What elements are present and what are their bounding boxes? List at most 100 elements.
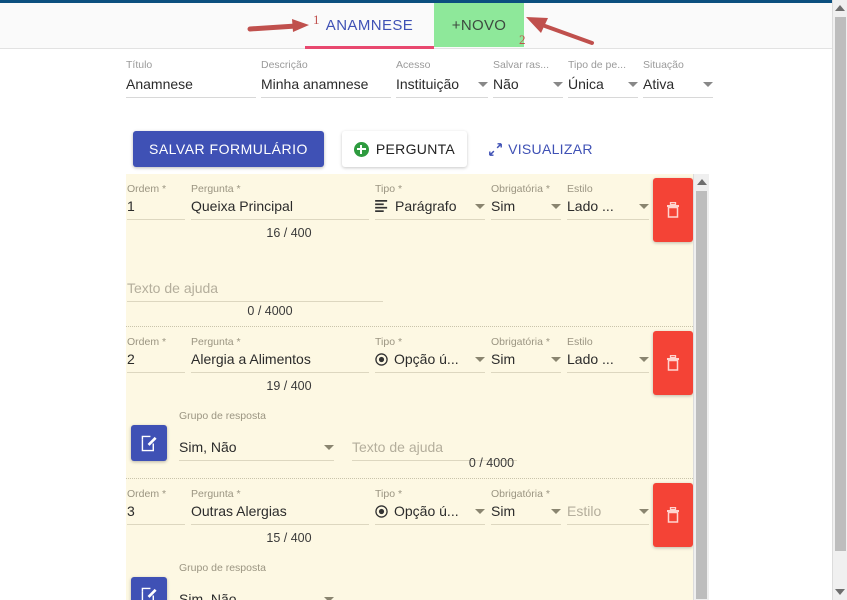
- question-3-delete-button[interactable]: [653, 483, 693, 547]
- field-situacao-label: Situação: [643, 59, 684, 71]
- question-row: Ordem * 1 Pergunta * Queixa Principal: [126, 174, 693, 327]
- question-3-grupo-resposta-value: Sim, Não: [179, 591, 237, 600]
- tab-anamnese-label: ANAMNESE: [325, 17, 414, 34]
- question-3-pergunta-value: Outras Alergias: [191, 503, 287, 519]
- question-2-tipo-select[interactable]: Opção ú...: [375, 349, 485, 373]
- field-salvar-rascunho-label: Salvar ras...: [493, 59, 550, 71]
- field-titulo: Título Anamnese: [126, 58, 256, 98]
- pergunta-label: Pergunta *: [191, 336, 241, 348]
- question-2-pergunta-group: Pergunta * Alergia a Alimentos: [191, 336, 369, 373]
- question-1-delete-button[interactable]: [653, 178, 693, 242]
- triangle-down-icon: [835, 589, 845, 595]
- question-1-pergunta-input[interactable]: Queixa Principal: [191, 196, 369, 220]
- question-3-ordem-input[interactable]: 3: [127, 501, 185, 525]
- triangle-up-icon: [835, 5, 845, 11]
- grupo-resposta-label: Grupo de resposta: [179, 562, 266, 574]
- field-descricao-label: Descrição: [261, 59, 308, 71]
- question-2-ordem-value: 2: [127, 351, 135, 367]
- page-scroll-up-arrow[interactable]: [833, 0, 847, 16]
- question-2-grupo-resposta-select[interactable]: Sim, Não: [179, 437, 334, 461]
- question-2-delete-button[interactable]: [653, 331, 693, 395]
- questions-scroll-thumb[interactable]: [696, 191, 707, 599]
- acesso-select[interactable]: Instituição: [396, 74, 488, 98]
- question-3-pergunta-input[interactable]: Outras Alergias: [191, 501, 369, 525]
- question-2-ordem-group: Ordem * 2: [127, 336, 185, 373]
- question-1-ordem-input[interactable]: 1: [127, 196, 185, 220]
- page-content: Título Anamnese Descrição Minha anamnese…: [0, 49, 833, 600]
- question-3-estilo-group: Estilo: [567, 488, 649, 525]
- chevron-down-icon: [703, 81, 713, 87]
- question-1-obrigatoria-select[interactable]: Sim: [491, 196, 561, 220]
- radio-button-icon: [375, 352, 388, 366]
- titulo-input[interactable]: Anamnese: [126, 74, 256, 98]
- question-2-ordem-input[interactable]: 2: [127, 349, 185, 373]
- question-1-estilo-group: Estilo Lado ...: [567, 183, 649, 220]
- question-1-help-counter: 0 / 4000: [247, 304, 293, 318]
- preview-label: VISUALIZAR: [508, 141, 593, 157]
- question-1-estilo-select[interactable]: Lado ...: [567, 196, 649, 220]
- tipo-pergunta-select[interactable]: Única: [568, 74, 638, 98]
- preview-button[interactable]: VISUALIZAR: [489, 141, 593, 157]
- question-1-ordem-group: Ordem * 1: [127, 183, 185, 220]
- question-1-pergunta-counter: 16 / 400: [266, 226, 312, 240]
- page-scroll-thumb[interactable]: [835, 17, 846, 551]
- situacao-select[interactable]: Ativa: [643, 74, 713, 98]
- descricao-value: Minha anamnese: [261, 76, 369, 92]
- add-question-button[interactable]: PERGUNTA: [341, 131, 468, 167]
- pergunta-label: Pergunta *: [191, 488, 241, 500]
- question-2-help-input[interactable]: Texto de ajuda: [352, 437, 517, 461]
- question-2-pergunta-input[interactable]: Alergia a Alimentos: [191, 349, 369, 373]
- question-2-estilo-select[interactable]: Lado ...: [567, 349, 649, 373]
- ordem-label: Ordem *: [127, 488, 167, 500]
- add-question-label: PERGUNTA: [375, 141, 456, 157]
- question-3-tipo-group: Tipo * Opção ú...: [375, 488, 485, 525]
- questions-list: Ordem * 1 Pergunta * Queixa Principal: [126, 174, 693, 600]
- question-3-grupo-resposta-select[interactable]: Sim, Não: [179, 589, 334, 600]
- save-form-button[interactable]: SALVAR FORMULÁRIO: [133, 131, 324, 167]
- chevron-down-icon: [324, 444, 334, 450]
- question-2-tipo-group: Tipo * Opção ú...: [375, 336, 485, 373]
- question-2-edit-group-button[interactable]: [131, 425, 167, 461]
- trash-icon: [667, 355, 679, 371]
- question-1-help-placeholder: Texto de ajuda: [127, 280, 219, 296]
- tipo-pergunta-value: Única: [568, 76, 604, 92]
- question-1-pergunta-group: Pergunta * Queixa Principal: [191, 183, 369, 220]
- tipo-label: Tipo *: [375, 488, 403, 500]
- question-1-tipo-select[interactable]: Parágrafo: [375, 196, 485, 220]
- chevron-down-icon: [324, 596, 334, 600]
- questions-scroll-up-arrow[interactable]: [694, 174, 709, 190]
- browser-top-bar: [0, 0, 833, 3]
- pergunta-label: Pergunta *: [191, 183, 241, 195]
- expand-arrows-icon: [489, 142, 502, 156]
- plus-circle-icon: [353, 141, 369, 157]
- question-row: Ordem * 3 Pergunta * Outras Alergias: [126, 479, 693, 600]
- question-3-pergunta-counter: 15 / 400: [266, 531, 312, 545]
- descricao-input[interactable]: Minha anamnese: [261, 74, 391, 98]
- question-3-estilo-select[interactable]: Estilo: [567, 501, 649, 525]
- question-2-pergunta-counter: 19 / 400: [266, 379, 312, 393]
- tab-strip: ANAMNESE +NOVO: [0, 3, 833, 49]
- paragraph-lines-icon: [375, 200, 388, 212]
- chevron-down-icon: [639, 508, 649, 514]
- question-2-help-placeholder: Texto de ajuda: [352, 439, 444, 455]
- field-situacao: Situação Ativa: [643, 58, 713, 98]
- salvar-rascunho-select[interactable]: Não: [493, 74, 563, 98]
- question-2-obrigatoria-select[interactable]: Sim: [491, 349, 561, 373]
- page-scrollbar[interactable]: [832, 0, 847, 600]
- tab-anamnese[interactable]: ANAMNESE: [305, 3, 434, 48]
- question-1-help-input[interactable]: Texto de ajuda: [127, 278, 383, 302]
- chevron-down-icon: [478, 81, 488, 87]
- question-1-pergunta-value: Queixa Principal: [191, 198, 293, 214]
- salvar-rascunho-value: Não: [493, 76, 519, 92]
- questions-scrollbar[interactable]: [693, 174, 709, 600]
- question-3-obrigatoria-select[interactable]: Sim: [491, 501, 561, 525]
- question-2-estilo-group: Estilo Lado ...: [567, 336, 649, 373]
- chevron-down-icon: [628, 81, 638, 87]
- question-3-edit-group-button[interactable]: [131, 577, 167, 600]
- situacao-value: Ativa: [643, 76, 675, 92]
- question-3-tipo-select[interactable]: Opção ú...: [375, 501, 485, 525]
- page-scroll-down-arrow[interactable]: [833, 584, 847, 600]
- triangle-up-icon: [696, 179, 707, 185]
- field-salvar-rascunho: Salvar ras... Não: [493, 58, 563, 98]
- tab-novo[interactable]: +NOVO: [434, 3, 524, 47]
